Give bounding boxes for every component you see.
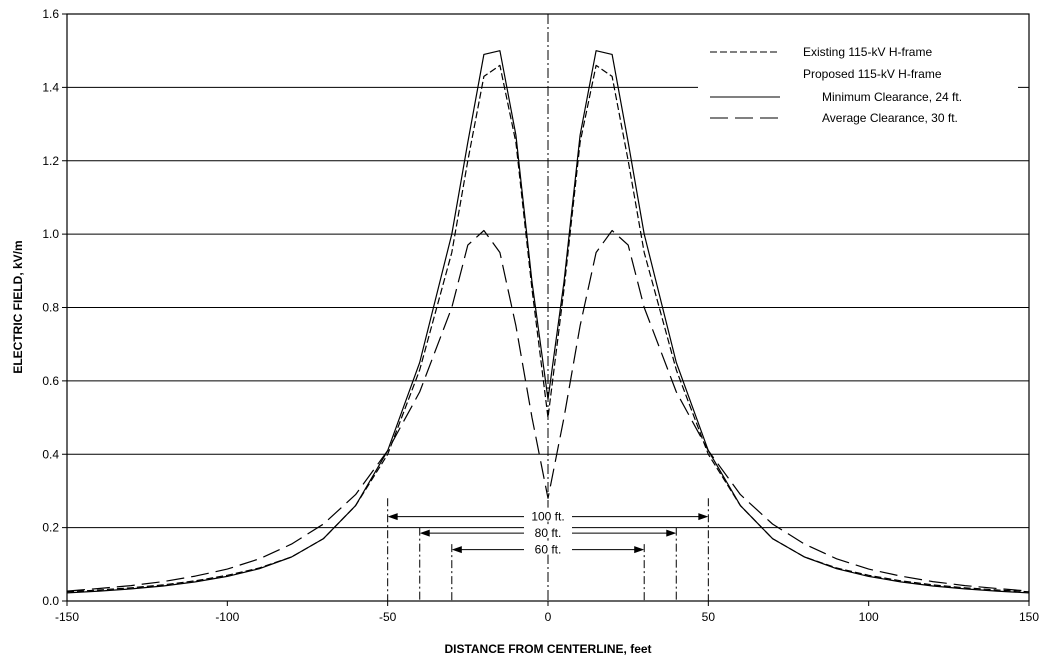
legend-label-minimum: Minimum Clearance, 24 ft.: [822, 90, 962, 104]
x-tick-label: -100: [215, 610, 239, 624]
series-group: [66, 50, 1030, 594]
legend-heading-proposed: Proposed 115-kV H-frame: [803, 67, 942, 81]
y-tick-label: 1.6: [42, 7, 59, 21]
row-width-label: 80 ft.: [535, 526, 562, 540]
row-width-label: 100 ft.: [531, 510, 564, 524]
row-arrowhead-right: [634, 546, 645, 554]
row-width-label: 60 ft.: [535, 543, 562, 557]
legend: Existing 115-kV H-frame Proposed 115-kV …: [698, 40, 1018, 132]
x-tick-label: -150: [55, 610, 79, 624]
y-tick-label: 1.2: [42, 154, 59, 168]
x-tick-label: 0: [545, 610, 552, 624]
legend-label-existing: Existing 115-kV H-frame: [803, 45, 932, 59]
row-arrowhead-left: [451, 546, 462, 554]
row-width-label-bg: [524, 507, 572, 522]
x-axis-ticks: -150 -100 -50 0 50 100 150: [55, 601, 1039, 624]
row-width-label-bg: [524, 524, 572, 539]
x-tick-label: 150: [1019, 610, 1039, 624]
y-axis-title: ELECTRIC FIELD, kV/m: [11, 240, 25, 373]
y-tick-label: 0.0: [42, 594, 59, 608]
x-axis-title: DISTANCE FROM CENTERLINE, feet: [444, 642, 651, 656]
y-tick-label: 0.4: [42, 447, 59, 461]
y-tick-label: 1.4: [42, 80, 59, 94]
series-line-long-dash: [66, 229, 1030, 592]
row-arrowhead-right: [666, 529, 677, 537]
row-arrowhead-right: [698, 513, 709, 521]
row-width-label-bg: [524, 540, 572, 555]
row-arrowhead-left: [419, 529, 430, 537]
x-tick-label: -50: [379, 610, 397, 624]
legend-label-average: Average Clearance, 30 ft.: [822, 111, 958, 125]
y-tick-label: 0.6: [42, 374, 59, 388]
x-tick-label: 100: [859, 610, 879, 624]
y-axis-ticks: 0.0 0.2 0.4 0.6 0.8 1.0 1.2 1.4 1.6: [42, 7, 67, 608]
series-line-solid: [66, 50, 1030, 594]
row-arrowhead-left: [387, 513, 398, 521]
legend-background: [698, 40, 1018, 132]
row-annotations: ROW100 ft.80 ft.60 ft.: [387, 498, 709, 601]
series-line-dashed: [66, 64, 1030, 593]
y-tick-label: 1.0: [42, 227, 59, 241]
x-tick-label: 50: [702, 610, 716, 624]
y-tick-label: 0.8: [42, 301, 59, 315]
y-tick-label: 0.2: [42, 521, 59, 535]
